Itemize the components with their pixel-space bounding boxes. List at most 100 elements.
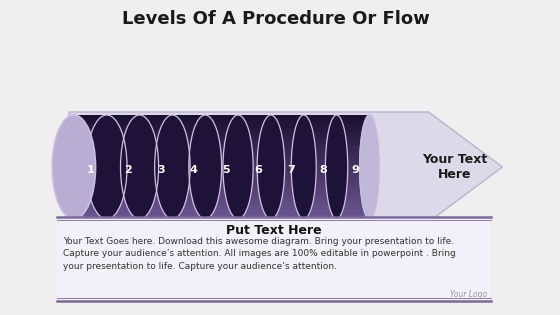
Bar	[337, 172, 370, 175]
Bar	[107, 216, 139, 219]
Bar	[271, 200, 304, 203]
Bar	[304, 114, 337, 117]
Bar	[271, 164, 304, 167]
Bar	[337, 174, 370, 177]
Bar	[238, 195, 271, 198]
Bar	[337, 159, 370, 162]
Bar	[238, 140, 271, 144]
Bar	[205, 135, 238, 138]
Text: 6: 6	[254, 165, 262, 175]
Bar	[304, 122, 337, 125]
Bar	[205, 130, 238, 133]
Bar	[107, 190, 139, 193]
Bar	[238, 208, 271, 211]
Bar	[337, 161, 370, 164]
Bar	[337, 120, 370, 123]
Bar	[337, 216, 370, 219]
Bar	[205, 140, 238, 144]
Ellipse shape	[86, 115, 127, 219]
Bar	[139, 203, 172, 206]
Bar	[337, 130, 370, 133]
Bar	[74, 213, 107, 216]
Bar	[238, 205, 271, 209]
Bar	[107, 164, 139, 167]
Bar	[271, 146, 304, 149]
Bar	[205, 148, 238, 152]
Bar	[74, 195, 107, 198]
Bar	[271, 159, 304, 162]
Bar	[271, 203, 304, 206]
Bar	[139, 114, 172, 117]
Bar	[172, 130, 205, 133]
Bar	[172, 135, 205, 138]
Bar	[304, 182, 337, 185]
Bar	[205, 114, 238, 117]
Bar	[238, 114, 271, 117]
Bar	[238, 146, 271, 149]
Bar	[107, 213, 139, 216]
Bar	[172, 159, 205, 162]
Bar	[271, 180, 304, 183]
Bar	[337, 195, 370, 198]
Bar	[271, 185, 304, 188]
Bar	[172, 198, 205, 201]
Text: 9: 9	[352, 165, 360, 175]
Bar	[271, 125, 304, 128]
Bar	[271, 117, 304, 120]
Bar	[74, 174, 107, 177]
Bar	[205, 138, 238, 141]
Bar	[205, 187, 238, 190]
Polygon shape	[69, 112, 502, 222]
Bar	[271, 211, 304, 214]
Bar	[172, 205, 205, 209]
Bar	[139, 198, 172, 201]
Bar	[304, 164, 337, 167]
Bar	[74, 161, 107, 164]
Bar	[238, 135, 271, 138]
Bar	[337, 122, 370, 125]
Ellipse shape	[257, 115, 284, 219]
Bar	[139, 185, 172, 188]
Ellipse shape	[52, 115, 96, 219]
Bar	[74, 133, 107, 136]
Bar	[271, 138, 304, 141]
Ellipse shape	[120, 115, 158, 219]
Bar	[238, 177, 271, 180]
Bar	[304, 146, 337, 149]
Bar	[74, 138, 107, 141]
Bar	[238, 174, 271, 177]
Bar	[205, 185, 238, 188]
Bar	[139, 216, 172, 219]
Bar	[74, 151, 107, 154]
Bar	[304, 135, 337, 138]
Bar	[139, 125, 172, 128]
Bar	[107, 159, 139, 162]
Bar	[74, 203, 107, 206]
Bar	[107, 146, 139, 149]
Bar	[337, 198, 370, 201]
Bar	[205, 156, 238, 159]
Bar	[74, 169, 107, 172]
Bar	[107, 200, 139, 203]
Bar	[172, 122, 205, 125]
Bar	[271, 148, 304, 152]
Bar	[304, 153, 337, 157]
Bar	[205, 133, 238, 136]
Bar	[172, 216, 205, 219]
Bar	[337, 208, 370, 211]
Bar	[107, 143, 139, 146]
Bar	[172, 117, 205, 120]
Bar	[139, 128, 172, 131]
Bar	[139, 174, 172, 177]
Bar	[304, 130, 337, 133]
Bar	[172, 177, 205, 180]
Bar	[304, 169, 337, 172]
Bar	[271, 143, 304, 146]
Bar	[172, 143, 205, 146]
Bar	[271, 195, 304, 198]
Bar	[304, 120, 337, 123]
Bar	[271, 122, 304, 125]
Bar	[205, 213, 238, 216]
Bar	[304, 159, 337, 162]
Bar	[304, 213, 337, 216]
